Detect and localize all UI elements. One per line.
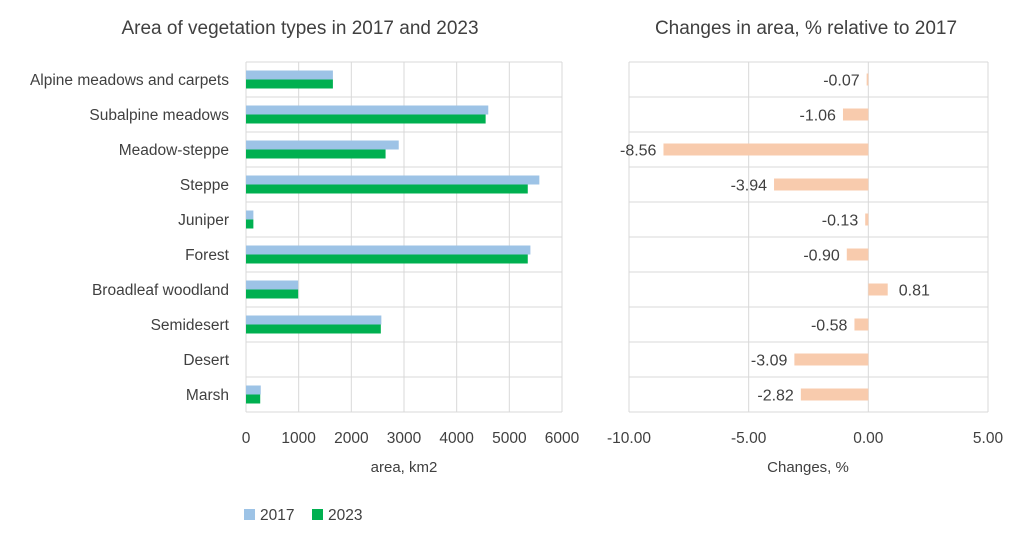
area-chart-x-axis-label: area, km2 — [371, 459, 438, 476]
legend-label-2017: 2017 — [260, 507, 294, 524]
area-chart-category-labels: Alpine meadows and carpets Subalpine mead… — [30, 72, 230, 404]
change-bar-steppe — [774, 178, 869, 191]
change-bar-semidesert — [854, 318, 869, 331]
change-chart-bars — [663, 73, 888, 401]
bar-2017-juniper — [246, 210, 254, 220]
area-x-tick-label: 6000 — [545, 430, 580, 447]
change-x-tick-label: 5.00 — [973, 430, 1004, 447]
change-chart: Changes in area, % relative to 2017 -0.0… — [607, 18, 1003, 476]
area-x-tick-label: 1000 — [281, 430, 316, 447]
change-bar-marsh — [800, 388, 869, 401]
area-chart-x-ticks: 0 1000 2000 3000 4000 5000 6000 — [242, 430, 580, 447]
change-data-label: -0.58 — [811, 318, 848, 335]
bar-2017-forest — [246, 245, 531, 255]
area-x-tick-label: 0 — [242, 430, 251, 447]
category-label: Meadow-steppe — [119, 142, 229, 159]
category-label: Steppe — [180, 177, 229, 194]
bar-2017-subalpine-meadows — [246, 105, 489, 115]
area-chart-title: Area of vegetation types in 2017 and 202… — [121, 18, 478, 39]
change-data-label: -3.94 — [731, 178, 768, 195]
change-bar-alpine-meadows-and-carpets — [866, 73, 869, 86]
change-data-label: -1.06 — [799, 108, 836, 125]
area-x-tick-label: 2000 — [334, 430, 369, 447]
bar-2023-meadow-steppe — [246, 149, 386, 159]
legend-swatch-2023 — [312, 509, 323, 520]
change-x-tick-label: -10.00 — [607, 430, 651, 447]
bar-2017-semidesert — [246, 315, 382, 325]
category-label: Forest — [185, 247, 230, 264]
category-label: Desert — [183, 352, 229, 369]
bar-2017-marsh — [246, 385, 261, 395]
bar-2023-alpine-meadows-and-carpets — [246, 79, 333, 89]
change-data-label: -0.13 — [822, 213, 859, 230]
category-label: Juniper — [178, 212, 229, 229]
bar-2023-broadleaf-woodland — [246, 289, 299, 299]
change-data-label: -2.82 — [757, 388, 794, 405]
area-chart: Area of vegetation types in 2017 and 202… — [30, 18, 580, 524]
bar-2023-juniper — [246, 219, 254, 229]
legend: 2017 2023 — [244, 507, 362, 524]
legend-label-2023: 2023 — [328, 507, 362, 524]
legend-swatch-2017 — [244, 509, 255, 520]
area-x-tick-label: 3000 — [387, 430, 422, 447]
change-bar-desert — [794, 353, 869, 366]
change-bar-forest — [846, 248, 869, 261]
change-data-label: -0.07 — [823, 73, 860, 90]
category-label: Marsh — [186, 387, 229, 404]
change-chart-x-ticks: -10.00 -5.00 0.00 5.00 — [607, 430, 1003, 447]
bar-2017-broadleaf-woodland — [246, 280, 299, 290]
change-x-tick-label: -5.00 — [731, 430, 767, 447]
bar-2023-semidesert — [246, 324, 381, 334]
area-chart-gridlines — [245, 61, 563, 413]
change-bar-meadow-steppe — [663, 143, 869, 156]
bar-2023-subalpine-meadows — [246, 114, 486, 124]
category-label: Semidesert — [151, 317, 230, 334]
change-bar-juniper — [865, 213, 869, 226]
change-bar-subalpine-meadows — [842, 108, 869, 121]
bar-2023-marsh — [246, 394, 261, 404]
change-data-label: -3.09 — [751, 353, 788, 370]
change-bar-broadleaf-woodland — [868, 283, 888, 296]
bar-2023-steppe — [246, 184, 528, 194]
area-chart-bars — [246, 70, 540, 404]
category-label: Alpine meadows and carpets — [30, 72, 229, 89]
category-label: Broadleaf woodland — [92, 282, 229, 299]
change-chart-data-labels: -0.07 -1.06 -8.56 -3.94 -0.13 -0.90 0.81 -0.58 -… — [620, 73, 930, 405]
change-chart-x-axis-label: Changes, % — [767, 459, 849, 476]
change-x-tick-label: 0.00 — [853, 430, 884, 447]
bar-2017-alpine-meadows-and-carpets — [246, 70, 333, 80]
category-label: Subalpine meadows — [89, 107, 229, 124]
bar-2017-steppe — [246, 175, 540, 185]
bar-2017-meadow-steppe — [246, 140, 399, 150]
change-data-label: -8.56 — [620, 143, 657, 160]
area-x-tick-label: 5000 — [492, 430, 527, 447]
change-data-label: 0.81 — [899, 283, 930, 300]
change-data-label: -0.90 — [803, 248, 840, 265]
bar-2023-forest — [246, 254, 528, 264]
area-x-tick-label: 4000 — [439, 430, 474, 447]
change-chart-title: Changes in area, % relative to 2017 — [655, 18, 957, 39]
